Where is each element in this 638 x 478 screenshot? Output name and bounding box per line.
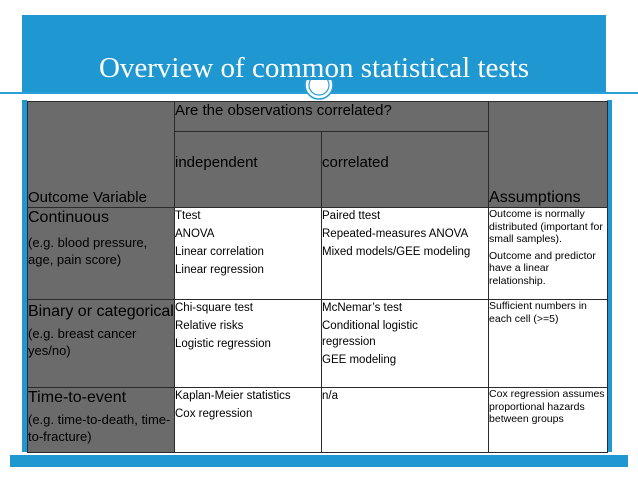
right-accent-strip: [607, 100, 612, 452]
table-row: Continuous (e.g. blood pressure, age, pa…: [27, 207, 609, 300]
outcome-variable-label: Outcome Variable: [28, 189, 147, 206]
correlated-tests-cell: n/a: [320, 387, 490, 453]
statistical-tests-table: Outcome Variable Are the observations co…: [27, 101, 609, 453]
independent-header: independent: [174, 131, 322, 208]
test-item: Repeated-measures ANOVA: [322, 228, 469, 240]
divider-ornament-icon: [304, 80, 334, 100]
left-accent-strip: [22, 100, 27, 452]
test-item: Relative risks: [175, 320, 244, 332]
test-item: Conditional logistic regression: [322, 320, 418, 348]
outcome-example: (e.g. breast cancer yes/no): [28, 326, 137, 358]
outcome-example: (e.g. blood pressure, age, pain score): [28, 235, 148, 267]
outcome-cell: Time-to-event (e.g. time-to-death, time-…: [27, 387, 175, 453]
footer-accent-strip: [10, 455, 628, 467]
test-item: ANOVA: [175, 228, 215, 240]
assumptions-label: Assumptions: [489, 189, 581, 206]
independent-tests-cell: Kaplan-Meier statistics Cox regression: [174, 387, 322, 453]
outcome-name: Continuous: [28, 209, 109, 226]
test-item: GEE modeling: [322, 354, 397, 366]
correlation-question-label: Are the observations correlated?: [175, 102, 392, 119]
correlated-tests-cell: Paired ttest Repeated-measures ANOVA Mix…: [320, 207, 490, 300]
assumption-item: Outcome and predictor have a linear rela…: [489, 249, 596, 287]
assumption-item: Sufficient numbers in each cell (>=5): [489, 300, 587, 325]
correlated-header: correlated: [320, 131, 490, 208]
correlation-question-header: Are the observations correlated?: [173, 101, 490, 132]
independent-label: independent: [175, 154, 258, 171]
correlated-label: correlated: [322, 154, 389, 171]
assumptions-cell: Outcome is normally distributed (importa…: [488, 207, 609, 300]
correlated-tests-cell: McNemar’s test Conditional logistic regr…: [320, 299, 490, 388]
test-item: Chi-square test: [175, 302, 253, 314]
outcome-cell: Binary or categorical (e.g. breast cance…: [27, 299, 175, 388]
outcome-variable-header: Outcome Variable: [27, 101, 175, 208]
test-item: Paired ttest: [322, 210, 381, 222]
table-row: Binary or categorical (e.g. breast cance…: [27, 299, 609, 388]
test-item: McNemar’s test: [322, 302, 403, 314]
table-row: Time-to-event (e.g. time-to-death, time-…: [27, 387, 609, 453]
outcome-example: (e.g. time-to-death, time-to-fracture): [28, 412, 171, 444]
test-item: Linear correlation: [175, 246, 264, 258]
assumptions-cell: Sufficient numbers in each cell (>=5): [488, 299, 609, 388]
test-item: Ttest: [175, 210, 201, 222]
independent-tests-cell: Chi-square test Relative risks Logistic …: [174, 299, 322, 388]
outcome-name: Time-to-event: [28, 389, 127, 406]
assumption-item: Cox regression assumes proportional haza…: [489, 388, 605, 425]
slide-title: Overview of common statistical tests: [98, 52, 530, 84]
test-item: Mixed models/GEE modeling: [322, 246, 471, 258]
outcome-cell: Continuous (e.g. blood pressure, age, pa…: [27, 207, 175, 300]
assumptions-cell: Cox regression assumes proportional haza…: [488, 387, 609, 453]
assumption-item: Outcome is normally distributed (importa…: [489, 208, 603, 245]
assumptions-header: Assumptions: [488, 101, 609, 208]
independent-tests-cell: Ttest ANOVA Linear correlation Linear re…: [174, 207, 322, 300]
test-item: Cox regression: [175, 408, 253, 420]
test-item: Logistic regression: [175, 338, 271, 350]
outcome-name: Binary or categorical: [28, 303, 174, 320]
test-item: n/a: [322, 390, 338, 402]
test-item: Kaplan-Meier statistics: [175, 390, 291, 402]
test-item: Linear regression: [175, 264, 264, 276]
